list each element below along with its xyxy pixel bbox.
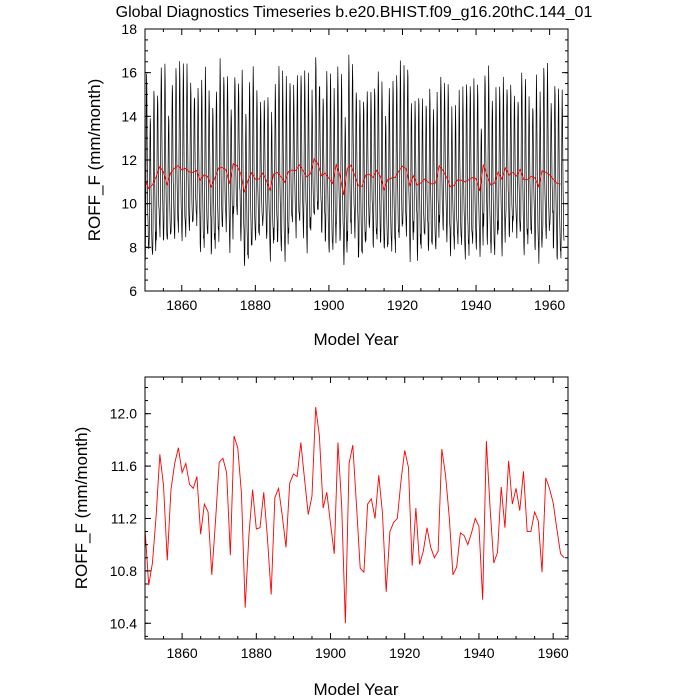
top-x-tick-label: 1860 [166,297,197,313]
top-x-tick-label: 1940 [460,297,491,313]
bottom-x-tick-label: 1880 [241,645,272,661]
top-x-tick-label: 1920 [387,297,418,313]
bottom-x-tick-label: 1860 [167,645,198,661]
top-y-tick-label: 8 [129,239,137,255]
bottom-y-tick-label: 11.2 [111,510,137,526]
top-y-tick-label: 6 [129,283,137,299]
bottom-series-annual-mean [145,407,565,624]
top-series-annual-mean [145,157,561,196]
top-y-tick-label: 16 [121,65,137,81]
bottom-y-tick-label: 10.8 [110,563,137,579]
top-x-axis-label: Model Year [313,330,398,349]
bottom-x-tick-label: 1900 [315,645,346,661]
chart-title: Global Diagnostics Timeseries b.e20.BHIS… [116,4,593,21]
top-y-tick-label: 12 [121,152,137,168]
top-y-axis-label: ROFF_F (mm/month) [85,79,104,241]
top-x-tick-label: 1880 [240,297,271,313]
bottom-x-tick-label: 1940 [463,645,494,661]
top-series-monthly [145,54,565,266]
top-x-tick-label: 1960 [534,297,565,313]
bottom-x-tick-label: 1920 [389,645,420,661]
bottom-y-tick-label: 11.6 [111,458,137,474]
bottom-plot-frame [144,376,569,640]
top-y-tick-label: 10 [121,196,137,212]
bottom-x-axis-label: Model Year [313,680,398,699]
top-x-tick-label: 1900 [313,297,344,313]
bottom-timeseries-panel: 1860 1880 1900 1920 1940 1960 10.4 10.8 11.2 11.6… [72,376,569,699]
top-timeseries-panel: 1860 1880 1900 1920 1940 1960 6 8 10 12 14 16 18 Mod… [85,21,569,349]
top-y-tick-label: 18 [121,21,137,37]
bottom-y-axis-label: ROFF_F (mm/month) [72,427,91,589]
bottom-x-tick-label: 1960 [538,645,569,661]
bottom-y-tick-label: 12.0 [110,406,137,422]
top-y-tick-label: 14 [121,108,137,124]
bottom-y-tick-label: 10.4 [110,615,137,631]
